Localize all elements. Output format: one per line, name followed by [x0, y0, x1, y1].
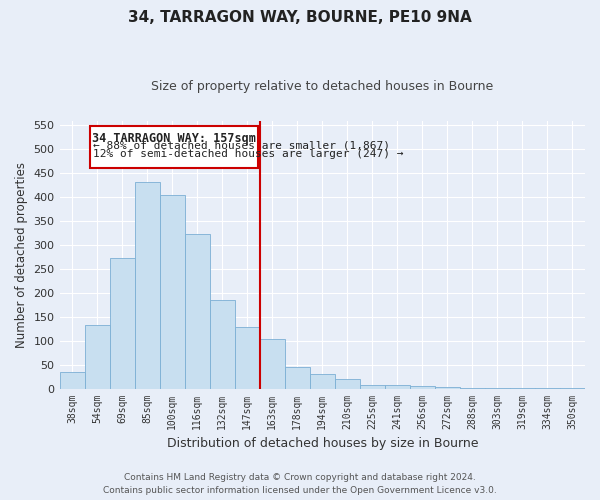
- Bar: [285, 366, 310, 388]
- Y-axis label: Number of detached properties: Number of detached properties: [15, 162, 28, 348]
- Bar: [335, 379, 360, 388]
- Bar: [185, 234, 209, 388]
- Bar: [310, 374, 335, 388]
- Bar: [110, 258, 134, 388]
- Text: 34, TARRAGON WAY, BOURNE, PE10 9NA: 34, TARRAGON WAY, BOURNE, PE10 9NA: [128, 10, 472, 25]
- Title: Size of property relative to detached houses in Bourne: Size of property relative to detached ho…: [151, 80, 493, 93]
- Bar: [160, 194, 185, 388]
- Text: ← 88% of detached houses are smaller (1,867): ← 88% of detached houses are smaller (1,…: [94, 140, 391, 150]
- Text: 34 TARRAGON WAY: 157sqm: 34 TARRAGON WAY: 157sqm: [92, 132, 256, 144]
- Text: 12% of semi-detached houses are larger (247) →: 12% of semi-detached houses are larger (…: [94, 150, 404, 160]
- Bar: [435, 387, 460, 388]
- X-axis label: Distribution of detached houses by size in Bourne: Distribution of detached houses by size …: [167, 437, 478, 450]
- Bar: [410, 386, 435, 388]
- Bar: [59, 372, 85, 388]
- Bar: [209, 300, 235, 388]
- FancyBboxPatch shape: [89, 126, 259, 168]
- Text: Contains HM Land Registry data © Crown copyright and database right 2024.
Contai: Contains HM Land Registry data © Crown c…: [103, 473, 497, 495]
- Bar: [85, 325, 110, 388]
- Bar: [235, 328, 260, 388]
- Bar: [385, 384, 410, 388]
- Bar: [260, 340, 285, 388]
- Bar: [360, 384, 385, 388]
- Bar: [134, 182, 160, 388]
